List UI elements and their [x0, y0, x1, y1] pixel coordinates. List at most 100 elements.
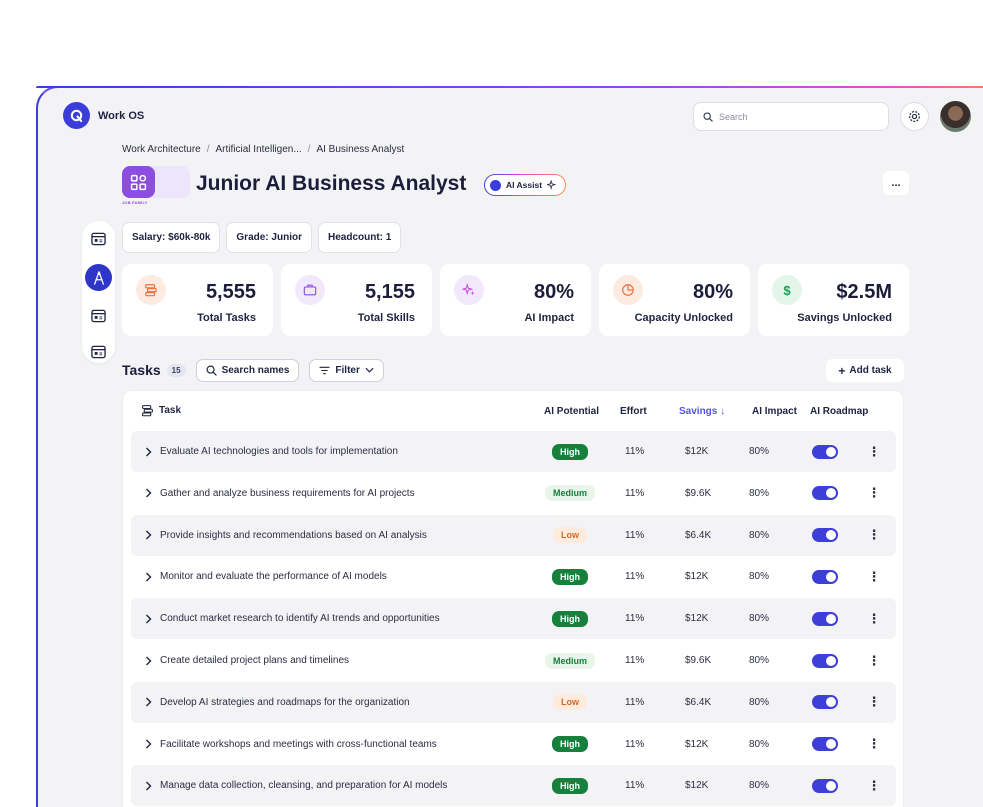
column-header-task[interactable]: Task: [141, 404, 181, 417]
column-header-savings[interactable]: Savings ↓: [679, 406, 726, 417]
task-name: Evaluate AI technologies and tools for i…: [160, 446, 398, 457]
task-name: Manage data collection, cleansing, and p…: [160, 780, 448, 792]
ai-assist-label: AI Assist: [506, 180, 543, 190]
ai-roadmap-toggle[interactable]: [812, 528, 838, 543]
kebab-menu-icon[interactable]: ⋮: [867, 652, 881, 668]
row-menu-cell: ⋮: [867, 724, 881, 765]
chevron-right-icon[interactable]: [145, 447, 152, 457]
ai-roadmap-toggle[interactable]: [812, 444, 838, 459]
chevron-right-icon[interactable]: [145, 781, 152, 791]
avatar[interactable]: [940, 101, 971, 132]
ai-impact-cell: 80%: [749, 529, 770, 541]
breadcrumb-item[interactable]: AI Business Analyst: [316, 144, 405, 155]
task-cell[interactable]: Facilitate workshops and meetings with c…: [145, 724, 437, 765]
ai-roadmap-toggle[interactable]: [812, 778, 838, 793]
effort-cell: 11%: [625, 655, 645, 666]
task-cell[interactable]: Conduct market research to identify AI t…: [145, 598, 440, 639]
table-row[interactable]: Develop AI strategies and roadmaps for t…: [131, 681, 896, 723]
stat-value: 80%: [533, 281, 574, 303]
ai-assist-button[interactable]: AI Assist: [484, 174, 566, 196]
ai-roadmap-toggle[interactable]: [812, 486, 838, 501]
ai-roadmap-cell: [812, 765, 838, 806]
filter-button[interactable]: Filter: [309, 358, 384, 382]
breadcrumb-item[interactable]: Work Architecture: [122, 144, 201, 155]
more-options-button[interactable]: ...: [883, 171, 909, 195]
kebab-menu-icon[interactable]: ⋮: [867, 485, 881, 501]
savings-cell: $12K: [685, 571, 709, 583]
settings-button[interactable]: [900, 102, 929, 131]
column-header-ai-impact[interactable]: AI Impact: [752, 406, 798, 417]
search-placeholder: Search: [719, 111, 748, 122]
task-cell[interactable]: Provide insights and recommendations bas…: [145, 515, 427, 556]
chevron-right-icon[interactable]: [145, 697, 152, 707]
breadcrumb: Work Architecture / Artificial Intellige…: [122, 144, 404, 155]
row-menu-cell: ⋮: [867, 556, 881, 597]
row-menu-cell: ⋮: [867, 682, 881, 723]
chevron-right-icon[interactable]: [145, 656, 152, 666]
layers-icon: [142, 405, 153, 417]
chevron-down-icon: [365, 367, 374, 373]
table-row[interactable]: Facilitate workshops and meetings with c…: [131, 724, 896, 765]
task-cell[interactable]: Create detailed project plans and timeli…: [145, 640, 349, 681]
rail-item-overview[interactable]: [88, 228, 110, 250]
rail-item-skills[interactable]: [88, 341, 110, 363]
table-row[interactable]: Conduct market research to identify AI t…: [131, 598, 896, 640]
column-header-effort[interactable]: Effort: [620, 406, 647, 417]
frame-border-gradient: [36, 86, 983, 88]
row-menu-cell: ⋮: [867, 598, 881, 639]
ai-roadmap-toggle[interactable]: [812, 695, 838, 710]
table-row[interactable]: Manage data collection, cleansing, and p…: [131, 765, 896, 807]
ai-roadmap-toggle[interactable]: [812, 611, 838, 626]
savings-cell: $12K: [685, 446, 709, 457]
chevron-right-icon[interactable]: [145, 739, 152, 749]
kebab-menu-icon[interactable]: ⋮: [867, 443, 881, 459]
column-header-ai-potential[interactable]: AI Potential: [544, 406, 600, 417]
kebab-menu-icon[interactable]: ⋮: [867, 527, 881, 543]
add-task-button[interactable]: + Add task: [826, 359, 904, 382]
table-row[interactable]: Gather and analyze business requirements…: [131, 473, 896, 514]
ai-impact-cell: 80%: [749, 780, 770, 792]
task-cell[interactable]: Evaluate AI technologies and tools for i…: [145, 431, 398, 472]
rail-item-tasks[interactable]: [88, 305, 110, 327]
logo-icon: [63, 102, 90, 129]
table-row[interactable]: Provide insights and recommendations bas…: [131, 514, 896, 556]
task-cell[interactable]: Gather and analyze business requirements…: [145, 473, 415, 514]
kebab-menu-icon[interactable]: ⋮: [867, 568, 881, 584]
chevron-right-icon[interactable]: [145, 614, 152, 624]
ai-roadmap-toggle[interactable]: [812, 737, 838, 752]
stat-label: Capacity Unlocked: [634, 312, 733, 324]
effort-cell: 11%: [625, 613, 645, 625]
ai-roadmap-toggle[interactable]: [812, 653, 838, 668]
app-logo[interactable]: Work OS: [63, 102, 144, 129]
chevron-right-icon[interactable]: [145, 488, 152, 498]
browser-icon: [91, 232, 106, 246]
search-input[interactable]: Search: [693, 102, 889, 131]
filter-label: Filter: [335, 364, 360, 376]
task-cell[interactable]: Develop AI strategies and roadmaps for t…: [145, 682, 410, 723]
column-header-ai-roadmap[interactable]: AI Roadmap: [810, 406, 869, 417]
kebab-menu-icon[interactable]: ⋮: [867, 736, 881, 752]
ai-roadmap-cell: [812, 556, 838, 597]
effort-cell: 11%: [625, 780, 645, 792]
task-cell[interactable]: Manage data collection, cleansing, and p…: [145, 765, 447, 806]
layers-icon: [136, 275, 166, 305]
chevron-right-icon[interactable]: [145, 572, 152, 582]
search-names-label: Search names: [221, 364, 290, 376]
table-row[interactable]: Create detailed project plans and timeli…: [131, 640, 896, 681]
kebab-menu-icon[interactable]: ⋮: [867, 777, 881, 793]
table-row[interactable]: Evaluate AI technologies and tools for i…: [131, 431, 896, 472]
breadcrumb-item[interactable]: Artificial Intelligen...: [215, 144, 302, 155]
kebab-menu-icon[interactable]: ⋮: [867, 610, 881, 626]
table-row[interactable]: Monitor and evaluate the performance of …: [131, 556, 896, 597]
ai-roadmap-toggle[interactable]: [812, 569, 838, 584]
pie-chart-icon: [613, 275, 643, 305]
effort-cell: 11%: [625, 738, 645, 750]
rail-item-ai[interactable]: [85, 264, 112, 291]
compass-icon: [93, 270, 104, 285]
chevron-right-icon[interactable]: [145, 530, 152, 540]
search-names-button[interactable]: Search names: [195, 358, 300, 382]
kebab-menu-icon[interactable]: ⋮: [867, 694, 881, 710]
stat-card-capacity-unlocked: 80% Capacity Unlocked: [599, 264, 750, 336]
task-cell[interactable]: Monitor and evaluate the performance of …: [145, 556, 387, 597]
app-name: Work OS: [98, 109, 145, 122]
